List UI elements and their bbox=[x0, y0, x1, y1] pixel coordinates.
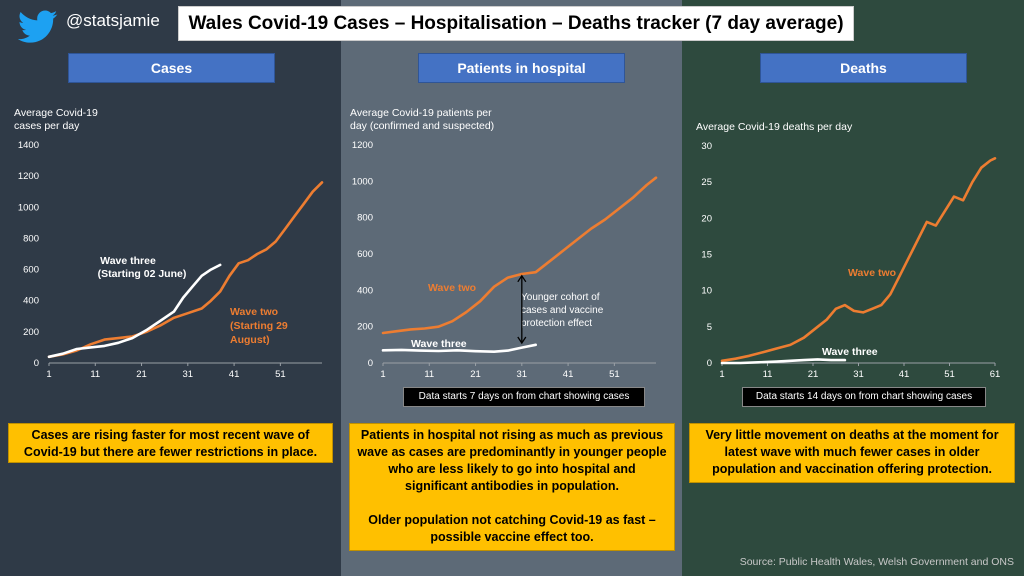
y-tick-label: 200 bbox=[357, 322, 373, 333]
y-tick-label: 400 bbox=[23, 296, 39, 307]
y-tick-label: 1200 bbox=[18, 171, 39, 182]
y-tick-label: 1200 bbox=[352, 140, 373, 151]
annotation-line: cases and vaccine bbox=[521, 305, 604, 316]
x-tick-label: 11 bbox=[763, 369, 773, 380]
series-annotation: August) bbox=[230, 334, 270, 346]
x-tick-label: 61 bbox=[990, 369, 1001, 380]
y-tick-label: 0 bbox=[34, 358, 39, 369]
y-tick-label: 800 bbox=[23, 233, 39, 244]
y-tick-label: 1000 bbox=[352, 176, 373, 187]
x-tick-label: 41 bbox=[899, 369, 910, 380]
x-tick-label: 1 bbox=[46, 369, 51, 380]
y-tick-label: 600 bbox=[23, 265, 39, 276]
x-tick-label: 11 bbox=[424, 369, 434, 380]
annotation-line: protection effect bbox=[521, 318, 592, 329]
y-tick-label: 1400 bbox=[18, 140, 39, 151]
cases-panel bbox=[0, 0, 341, 576]
wave-two-series-line bbox=[381, 176, 658, 335]
series-annotation: Wave two bbox=[428, 282, 476, 294]
series-annotation: Wave three bbox=[100, 255, 156, 267]
x-tick-label: 51 bbox=[609, 369, 620, 380]
annotation-line: Younger cohort of bbox=[521, 292, 600, 303]
hospital-callout: Patients in hospital not rising as much … bbox=[349, 423, 675, 551]
y-tick-label: 200 bbox=[23, 327, 39, 338]
x-tick-label: 31 bbox=[183, 369, 194, 380]
x-tick-label: 41 bbox=[229, 369, 240, 380]
vaccine-effect-annotation: Younger cohort of cases and vaccine protec… bbox=[521, 292, 604, 329]
cases-callout: Cases are rising faster for most recent … bbox=[8, 423, 333, 463]
series-annotation: Wave two bbox=[230, 306, 278, 318]
y-tick-label: 30 bbox=[701, 141, 712, 152]
x-tick-label: 31 bbox=[517, 369, 528, 380]
x-tick-label: 21 bbox=[808, 369, 819, 380]
wave-two-series-line bbox=[720, 156, 997, 363]
twitter-bird-icon bbox=[18, 10, 58, 43]
wave-three-series-line bbox=[381, 343, 537, 353]
x-tick-label: 51 bbox=[275, 369, 286, 380]
source-note: Source: Public Health Wales, Welsh Gover… bbox=[739, 556, 1014, 568]
x-tick-label: 51 bbox=[944, 369, 955, 380]
deaths-y-axis-label: Average Covid-19 deaths per day bbox=[696, 121, 853, 133]
y-tick-label: 400 bbox=[357, 285, 373, 296]
hospital-header: Patients in hospital bbox=[418, 53, 625, 83]
y-tick-label: 1000 bbox=[18, 202, 39, 213]
x-tick-label: 41 bbox=[563, 369, 574, 380]
series-annotation: (Starting 02 June) bbox=[98, 268, 187, 280]
hospital-data-note: Data starts 7 days on from chart showing… bbox=[403, 387, 645, 407]
page-title: Wales Covid-19 Cases – Hospitalisation –… bbox=[178, 6, 854, 41]
cases-header: Cases bbox=[68, 53, 275, 83]
wave-three-series-line bbox=[47, 263, 222, 359]
y-tick-label: 0 bbox=[368, 358, 373, 369]
x-tick-label: 11 bbox=[90, 369, 100, 380]
y-tick-label: 10 bbox=[701, 286, 712, 297]
wave-three-series-line bbox=[720, 358, 847, 365]
hospital-y-axis-label: Average Covid-19 patients per day (confi… bbox=[350, 107, 495, 132]
deaths-callout: Very little movement on deaths at the mo… bbox=[689, 423, 1015, 483]
deaths-header: Deaths bbox=[760, 53, 967, 83]
wave-two-series-line bbox=[47, 181, 324, 359]
y-tick-label: 0 bbox=[707, 358, 712, 369]
series-annotation: Wave two bbox=[848, 267, 896, 279]
x-tick-label: 31 bbox=[853, 369, 864, 380]
series-annotation: Wave three bbox=[822, 346, 878, 358]
x-tick-label: 1 bbox=[380, 369, 385, 380]
cases-y-axis-label: Average Covid-19 cases per day bbox=[14, 107, 98, 132]
y-tick-label: 25 bbox=[701, 177, 712, 188]
y-tick-label: 800 bbox=[357, 213, 373, 224]
x-tick-label: 21 bbox=[136, 369, 147, 380]
y-tick-label: 5 bbox=[707, 322, 712, 333]
y-tick-label: 600 bbox=[357, 249, 373, 260]
x-tick-label: 1 bbox=[719, 369, 724, 380]
arrow-head-down-icon bbox=[517, 336, 527, 345]
series-annotation: (Starting 29 bbox=[230, 320, 288, 332]
series-annotation: Wave three bbox=[411, 338, 467, 350]
x-tick-label: 21 bbox=[470, 369, 481, 380]
arrow-head-up-icon bbox=[517, 274, 527, 283]
deaths-data-note: Data starts 14 days on from chart showin… bbox=[742, 387, 986, 407]
y-tick-label: 20 bbox=[701, 213, 712, 224]
twitter-handle: @statsjamie bbox=[66, 11, 160, 30]
y-tick-label: 15 bbox=[701, 250, 712, 261]
